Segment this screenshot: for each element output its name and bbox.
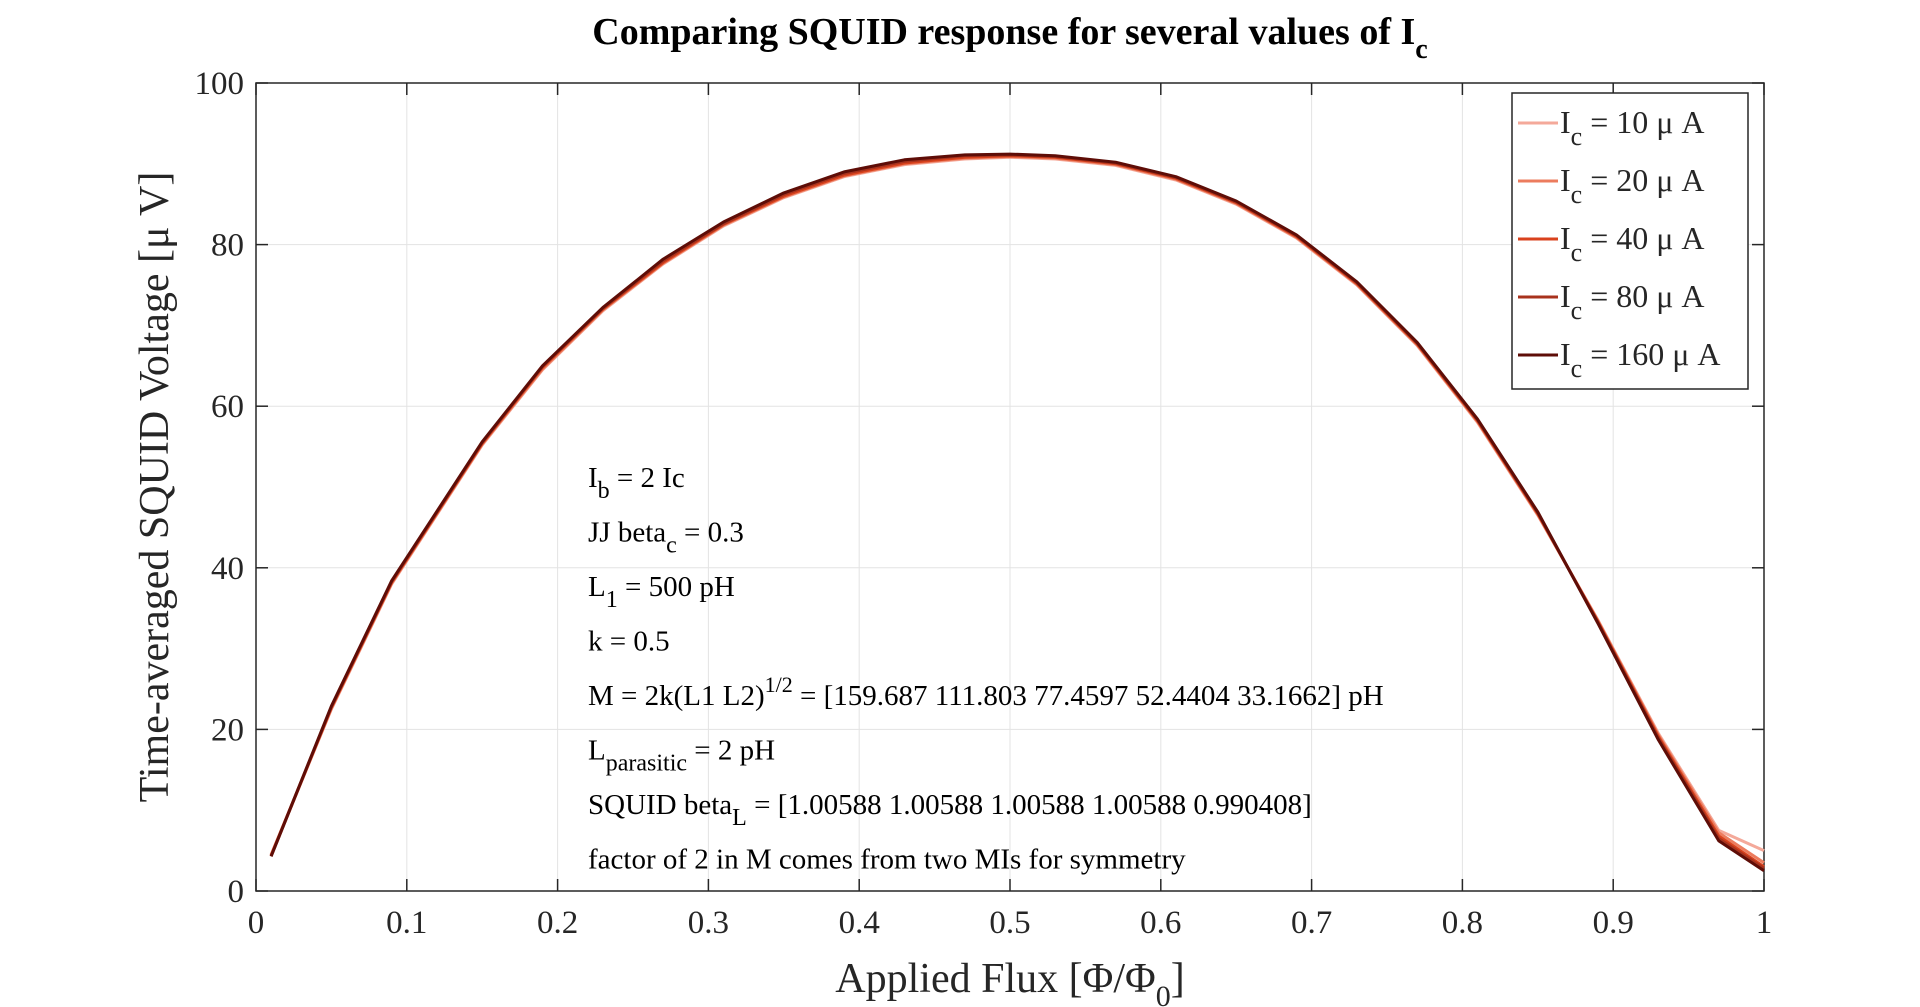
legend-entry: Ic = 160 μ A [1560,336,1721,383]
x-tick-label: 0.2 [537,905,578,941]
y-tick-label: 80 [211,228,244,264]
y-axis-ticks: 0 20 40 60 80 100 [195,66,1764,910]
x-axis-label: Applied Flux [Φ/Φ0] [835,956,1184,1007]
legend-entry: Ic = 10 μ A [1560,104,1705,151]
legend: Ic = 10 μ A Ic = 20 μ A Ic = 40 μ A Ic = 80… [1511,92,1749,390]
x-tick-label: 0.5 [989,905,1030,941]
y-axis-label: Time-averaged SQUID Voltage [μ V] [132,172,178,803]
data-series [269,152,1765,873]
legend-entry: Ic = 80 μ A [1560,278,1705,325]
legend-entry: Ic = 40 μ A [1560,220,1705,267]
y-tick-label: 0 [228,874,245,910]
x-tick-label: 0.9 [1593,905,1634,941]
x-tick-label: 0.8 [1442,905,1483,941]
x-tick-label: 0.6 [1140,905,1181,941]
series-line-5 [269,152,1765,873]
x-tick-label: 0.3 [688,905,729,941]
legend-box [1511,92,1749,390]
x-axis-ticks: 0 0.1 0.2 0.3 0.4 0.5 0.6 0.7 0.8 0.9 1 [248,83,1773,941]
legend-entry: Ic = 20 μ A [1560,162,1705,209]
x-tick-label: 0.4 [839,905,880,941]
y-tick-label: 100 [195,66,245,102]
x-tick-label: 0.7 [1291,905,1332,941]
annotation-line: SQUID betaL = [1.00588 1.00588 1.00588 1… [588,789,1312,831]
y-tick-label: 60 [211,389,244,425]
x-tick-label: 1 [1756,905,1773,941]
x-tick-label: 0 [248,905,265,941]
y-tick-label: 40 [211,551,244,587]
x-tick-label: 0.1 [386,905,427,941]
chart-title: Comparing SQUID response for several val… [592,11,1427,65]
annotation-line: Lparasitic = 2 pH [588,735,775,777]
annotation-line: k = 0.5 [588,626,670,658]
annotation-line: factor of 2 in M comes from two MIs for … [588,844,1186,876]
annotation-line: JJ betac = 0.3 [588,517,744,559]
y-tick-label: 20 [211,712,244,748]
parameter-annotations: Ib = 2 Ic JJ betac = 0.3 L1 = 500 pH k = 0.… [588,462,1384,876]
grid-lines [256,83,1764,891]
annotation-line: M = 2k(L1 L2)1/2 = [159.687 111.803 77.4… [588,672,1384,712]
annotation-line: Ib = 2 Ic [588,462,685,504]
annotation-line: L1 = 500 pH [588,571,735,613]
